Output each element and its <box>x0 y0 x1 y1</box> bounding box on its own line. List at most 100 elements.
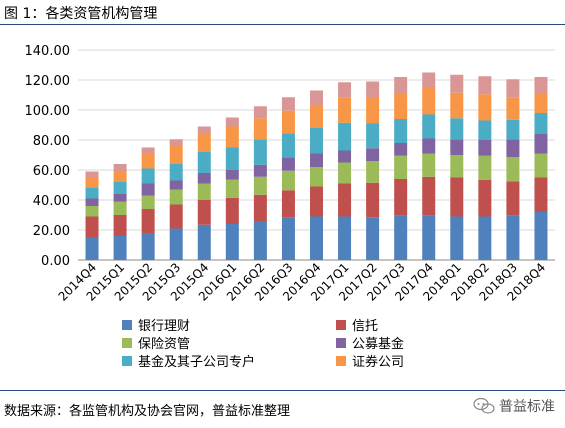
bar-segment <box>197 134 211 152</box>
legend-label: 银行理财 <box>138 319 190 334</box>
legend-label: 保险资管 <box>138 337 190 352</box>
bar-segment <box>169 228 183 260</box>
y-tick-label: 140.00 <box>25 44 71 59</box>
bar-segment <box>394 155 408 179</box>
bar-segment <box>478 120 492 140</box>
bar-segment <box>197 126 211 134</box>
bar-segment <box>506 119 520 140</box>
source-divider <box>0 390 565 391</box>
bar-segment <box>141 233 155 260</box>
bar-segment <box>225 197 239 224</box>
bar-segment <box>506 139 520 158</box>
legend-label: 证券公司 <box>352 354 404 370</box>
bar-segment <box>450 155 464 178</box>
bar-segment <box>310 153 323 167</box>
bar-segment <box>422 215 436 260</box>
bar-segment <box>534 212 548 260</box>
bar-segment <box>478 94 492 121</box>
bar-segment <box>253 164 267 177</box>
bar-segment <box>366 161 380 183</box>
bar-segment <box>478 155 492 180</box>
bar-segment <box>394 179 408 216</box>
bar-segment <box>394 93 408 119</box>
bar-segment <box>169 189 183 205</box>
bar-segment <box>197 200 211 225</box>
bar-segment <box>85 237 99 260</box>
bar-segment <box>169 164 183 181</box>
bar-segment <box>141 153 155 169</box>
bar-segment <box>85 216 99 238</box>
bar-segment <box>450 139 464 155</box>
bar-segment <box>281 97 295 111</box>
legend-label: 公募基金 <box>352 336 404 352</box>
legend-swatch <box>122 338 132 348</box>
bar-segment <box>169 139 183 146</box>
bar-segment <box>197 152 211 173</box>
bar-segment <box>253 118 267 140</box>
bar-segment <box>534 77 548 94</box>
bar-segment <box>506 97 520 120</box>
bar-segment <box>422 72 436 88</box>
bar-segment <box>422 138 436 154</box>
stacked-bar-chart: 0.00 20.00 40.00 60.00 80.00 100.00 120.00 140.… <box>25 44 555 370</box>
y-tick-label: 0.00 <box>41 254 70 269</box>
bar-segment <box>113 236 127 260</box>
legend-swatch <box>122 356 132 366</box>
bar-segment <box>253 176 267 195</box>
bar-segment <box>85 206 99 217</box>
bar-segment <box>281 110 295 134</box>
legend-swatch <box>336 338 346 348</box>
bar-segment <box>366 182 380 218</box>
bar-segment <box>450 177 464 217</box>
bar-segment <box>338 216 352 260</box>
bar-segment <box>281 170 295 191</box>
title-divider <box>0 24 565 25</box>
bar-segment <box>506 215 520 260</box>
bar-segment <box>85 198 99 206</box>
bar-segment <box>478 179 492 217</box>
bar-segment <box>141 147 155 154</box>
legend-label: 信托 <box>352 319 378 334</box>
bar-segment <box>338 150 352 163</box>
bar-segment <box>394 143 408 156</box>
bar-segment <box>113 182 127 194</box>
bar-segment <box>169 204 183 229</box>
chat-bubble-icon <box>473 397 495 414</box>
bar-segment <box>141 209 155 233</box>
bar-segment <box>281 190 295 218</box>
bar-segment <box>113 201 127 215</box>
bar-segment <box>394 77 408 94</box>
bar-segment <box>394 215 408 260</box>
bar-segment <box>253 106 267 119</box>
bar-segment <box>141 168 155 184</box>
bar-segment <box>281 157 295 171</box>
bar-segment <box>506 79 520 98</box>
y-tick-label: 80.00 <box>33 134 70 149</box>
bar-segment <box>534 177 548 212</box>
bar-segment <box>169 180 183 190</box>
y-tick-label: 100.00 <box>25 104 71 119</box>
bar-segment <box>85 177 99 188</box>
bar-segment <box>310 167 323 187</box>
bar-segment <box>338 183 352 217</box>
bar-segment <box>281 133 295 158</box>
bar-segment <box>310 90 323 106</box>
bar-segment <box>338 122 352 151</box>
bar-segment <box>197 173 211 184</box>
bar-segment <box>338 162 352 184</box>
bar-segment <box>281 217 295 260</box>
bar-segment <box>169 146 183 164</box>
bar-segment <box>253 221 267 260</box>
bar-segment <box>113 171 127 182</box>
bar-segment <box>225 117 239 127</box>
bar-segment <box>310 186 323 217</box>
y-tick-label: 120.00 <box>25 74 71 89</box>
legend-swatch <box>122 320 132 330</box>
legend-swatch <box>336 356 346 366</box>
y-tick-label: 60.00 <box>33 164 70 179</box>
bar-segment <box>534 93 548 113</box>
bar-segment <box>366 148 380 161</box>
y-tick-label: 20.00 <box>33 224 70 239</box>
bar-segment <box>225 224 239 260</box>
bar-segment <box>366 81 380 98</box>
